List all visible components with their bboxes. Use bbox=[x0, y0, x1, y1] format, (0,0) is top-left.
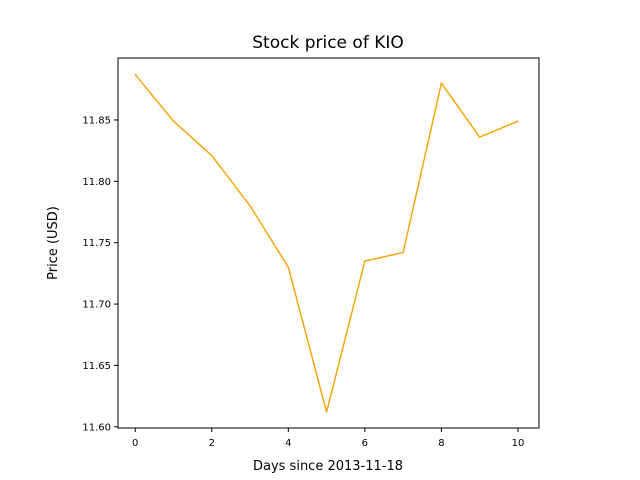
series-group bbox=[134, 73, 519, 413]
y-axis: 11.60 11.65 11.70 11.75 11.80 11.85 bbox=[82, 115, 118, 433]
plot-frame bbox=[117, 57, 540, 429]
x-tick-label: 6 bbox=[362, 438, 368, 449]
x-axis: 0 2 4 6 8 10 bbox=[132, 428, 524, 449]
x-tick-label: 8 bbox=[438, 438, 444, 449]
chart-title: Stock price of KIO bbox=[252, 33, 404, 53]
x-tick-label: 10 bbox=[512, 438, 525, 449]
x-tick-label: 2 bbox=[209, 438, 215, 449]
x-tick-label: 4 bbox=[285, 438, 291, 449]
x-tick-label: 0 bbox=[132, 438, 138, 449]
y-axis-label: Price (USD) bbox=[46, 206, 61, 280]
x-axis-label: Days since 2013-11-18 bbox=[253, 459, 403, 474]
y-tick-label: 11.65 bbox=[82, 361, 111, 372]
y-tick-label: 11.75 bbox=[82, 238, 111, 249]
y-tick-label: 11.60 bbox=[82, 422, 111, 433]
y-tick-label: 11.85 bbox=[82, 115, 111, 126]
y-tick-label: 11.70 bbox=[82, 300, 111, 311]
series-line bbox=[134, 73, 519, 413]
plot-area bbox=[117, 57, 540, 429]
y-tick-label: 11.80 bbox=[82, 177, 111, 188]
